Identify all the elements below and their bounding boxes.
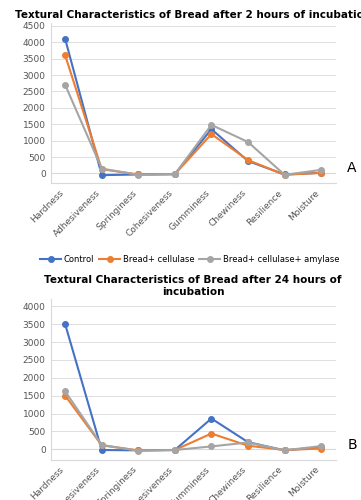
Control: [100, 172, 104, 178]
Bread + Cellulase: [282, 447, 287, 453]
Bread+ cellulase+ amylase: [246, 139, 250, 145]
Bread+ cellulase: [136, 172, 140, 177]
Bread+ cellulase+ amylase: [173, 171, 177, 177]
Control: [282, 448, 287, 454]
Control: [63, 36, 68, 42]
Bread+ cellulase+ amylase: [319, 167, 323, 173]
Bread + Cellulase + Amylase: [246, 440, 250, 446]
Bread+ cellulase: [100, 166, 104, 172]
Bread+ cellulase+ amylase: [209, 122, 214, 128]
Bread+ cellulase: [246, 157, 250, 163]
Legend: Control, Bread+ cellulase, Bread+ cellulase+ amylase: Control, Bread+ cellulase, Bread+ cellul…: [40, 255, 339, 264]
Bread+ cellulase+ amylase: [282, 172, 287, 178]
Title: Textural Characteristics of Bread after 24 hours of
incubation: Textural Characteristics of Bread after …: [44, 276, 342, 297]
Line: Bread + Cellulase: Bread + Cellulase: [62, 393, 324, 453]
Line: Control: Control: [62, 36, 324, 178]
Bread+ cellulase: [319, 170, 323, 176]
Control: [246, 439, 250, 445]
Line: Bread+ cellulase: Bread+ cellulase: [62, 52, 324, 178]
Bread+ cellulase: [63, 52, 68, 59]
Control: [282, 172, 287, 177]
Bread + Cellulase + Amylase: [100, 442, 104, 448]
Bread + Cellulase + Amylase: [209, 444, 214, 450]
Control: [173, 447, 177, 453]
Bread + Cellulase + Amylase: [282, 448, 287, 454]
Title: Textural Characteristics of Bread after 2 hours of incubation: Textural Characteristics of Bread after …: [15, 10, 361, 20]
Control: [100, 447, 104, 453]
Control: [209, 126, 214, 132]
Bread + Cellulase + Amylase: [173, 447, 177, 453]
Bread + Cellulase: [63, 392, 68, 398]
Bread+ cellulase: [282, 172, 287, 178]
Bread+ cellulase: [173, 171, 177, 177]
Bread + Cellulase: [136, 448, 140, 454]
Line: Control: Control: [62, 322, 324, 453]
Control: [319, 444, 323, 450]
Control: [319, 170, 323, 176]
Bread + Cellulase: [246, 442, 250, 448]
Bread+ cellulase: [209, 131, 214, 137]
Line: Bread + Cellulase + Amylase: Bread + Cellulase + Amylase: [62, 388, 324, 454]
Bread+ cellulase+ amylase: [63, 82, 68, 88]
Bread+ cellulase+ amylase: [100, 166, 104, 172]
Control: [63, 321, 68, 327]
Bread + Cellulase: [100, 442, 104, 448]
Control: [173, 171, 177, 177]
Bread + Cellulase + Amylase: [136, 448, 140, 454]
Text: A: A: [347, 162, 357, 175]
Bread + Cellulase + Amylase: [319, 443, 323, 449]
Bread + Cellulase: [173, 447, 177, 453]
Control: [209, 416, 214, 422]
Bread + Cellulase: [209, 430, 214, 436]
Bread + Cellulase: [319, 446, 323, 452]
Text: B: B: [347, 438, 357, 452]
Bread+ cellulase+ amylase: [136, 172, 140, 178]
Bread + Cellulase + Amylase: [63, 388, 68, 394]
Control: [246, 158, 250, 164]
Control: [136, 172, 140, 177]
Line: Bread+ cellulase+ amylase: Bread+ cellulase+ amylase: [62, 82, 324, 178]
Control: [136, 448, 140, 454]
